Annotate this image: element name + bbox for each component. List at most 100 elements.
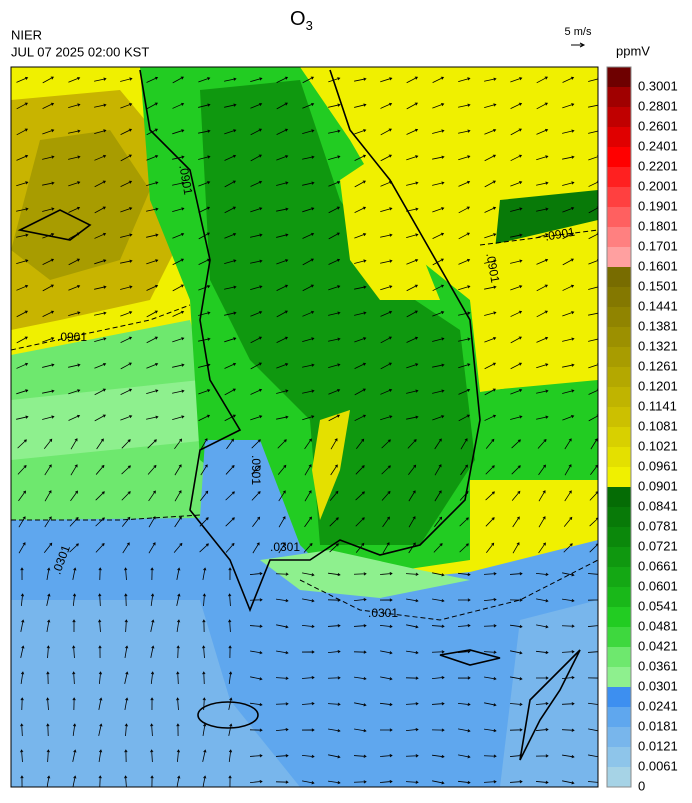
wind-arrow (276, 624, 289, 629)
wind-arrow (353, 624, 367, 628)
wind-arrow (94, 285, 107, 290)
wind-arrow (328, 337, 341, 342)
wind-arrow (68, 414, 81, 421)
wind-arrow (172, 76, 184, 84)
colorbar-label: 0.1801 (638, 218, 678, 233)
wind-arrow (148, 490, 156, 502)
wind-arrow (228, 619, 232, 633)
wind-arrow (303, 542, 313, 553)
wind-arrow (198, 363, 211, 368)
wind-arrow (484, 180, 496, 188)
colorbar-band (607, 607, 631, 627)
wind-arrow (406, 363, 419, 369)
wind-arrow (224, 414, 236, 422)
wind-arrow (512, 542, 520, 554)
wind-arrow (16, 128, 28, 136)
wind-arrow (561, 702, 575, 706)
wind-arrow (224, 337, 237, 343)
colorbar: 0.3001 0.2801 0.2601 0.2401 0.2201 0.2001 0.19… (606, 66, 678, 793)
wind-arrow (16, 284, 29, 291)
colorbar-label: 0.1141 (638, 398, 677, 413)
wind-arrow (458, 258, 471, 265)
wind-arrow (275, 702, 289, 706)
wind-arrow (432, 155, 445, 160)
wind-arrow (20, 697, 24, 711)
wind-arrow (536, 415, 549, 420)
wind-arrow (120, 77, 133, 82)
wind-arrow (42, 129, 55, 135)
vector-scale-arrow (571, 42, 586, 48)
wind-arrow (68, 232, 80, 240)
contour-labels: .0901.0901.0901.0901.0301.0301.0301.0901 (50, 164, 577, 620)
wind-arrow (380, 310, 393, 317)
wind-arrow (434, 438, 442, 450)
wind-arrow (380, 336, 392, 344)
wind-arrow (147, 464, 157, 475)
wind-arrow (150, 619, 155, 632)
colorbar-band (607, 287, 631, 307)
wind-arrow (484, 259, 497, 264)
wind-arrow (42, 258, 55, 266)
wind-arrow (16, 415, 29, 420)
wind-arrow (302, 129, 315, 135)
colorbar-band (607, 727, 631, 747)
wind-arrow (250, 102, 263, 109)
wind-arrow (276, 310, 288, 318)
colorbar-band (607, 247, 631, 267)
wind-arrow (510, 650, 523, 655)
wind-arrow (433, 543, 443, 553)
wind-arrow (121, 439, 131, 449)
wind-arrow (458, 414, 470, 422)
wind-arrow (328, 780, 341, 785)
wind-arrow (327, 676, 341, 680)
wind-arrow (538, 490, 546, 502)
colorbar-label: 0.0181 (638, 718, 678, 733)
wind-arrow (150, 645, 155, 658)
wind-arrow (510, 207, 523, 212)
wind-arrow (510, 77, 523, 83)
colorbar-label: 0.1021 (638, 438, 678, 453)
wind-arrow (354, 311, 367, 316)
wind-arrow (276, 233, 289, 238)
wind-arrow (198, 77, 211, 83)
wind-arrow (172, 181, 185, 186)
wind-arrow (18, 542, 26, 554)
colorbar-label: 0.1201 (638, 378, 678, 393)
colorbar-label: 0.0601 (638, 578, 678, 593)
wind-arrow (172, 389, 185, 394)
colorbar-label: 0.0481 (638, 618, 678, 633)
wind-arrow (380, 650, 393, 655)
wind-arrow (302, 363, 315, 368)
wind-arrow (355, 517, 365, 527)
wind-arrow (302, 598, 315, 603)
wind-arrow (68, 181, 81, 187)
wind-arrow (432, 284, 445, 292)
wind-arrow (150, 749, 154, 763)
wind-arrow (72, 567, 77, 580)
wind-arrow (432, 415, 445, 421)
colorbar-label: 0.0961 (638, 458, 678, 473)
wind-arrow (16, 181, 29, 187)
wind-arrow (561, 675, 575, 680)
wind-arrow (328, 311, 341, 316)
wind-arrow (328, 258, 341, 265)
wind-arrow (354, 206, 367, 214)
wind-arrow (562, 284, 575, 291)
wind-arrow (16, 259, 29, 265)
wind-arrow (202, 567, 207, 580)
wind-arrow (176, 567, 181, 580)
wind-arrow (328, 77, 341, 83)
wind-arrow (538, 464, 546, 476)
wind-arrow (172, 129, 185, 135)
wind-arrow (405, 572, 419, 576)
wind-arrow (250, 128, 263, 136)
wind-arrow (406, 76, 419, 84)
wind-arrow (146, 259, 159, 265)
wind-arrow (301, 650, 315, 654)
wind-arrow (485, 517, 495, 527)
wind-arrow (510, 285, 523, 291)
wind-arrow (249, 728, 263, 732)
wind-arrow (202, 749, 207, 762)
wind-arrow (564, 464, 572, 476)
colorbar-label: 0.0241 (638, 698, 678, 713)
